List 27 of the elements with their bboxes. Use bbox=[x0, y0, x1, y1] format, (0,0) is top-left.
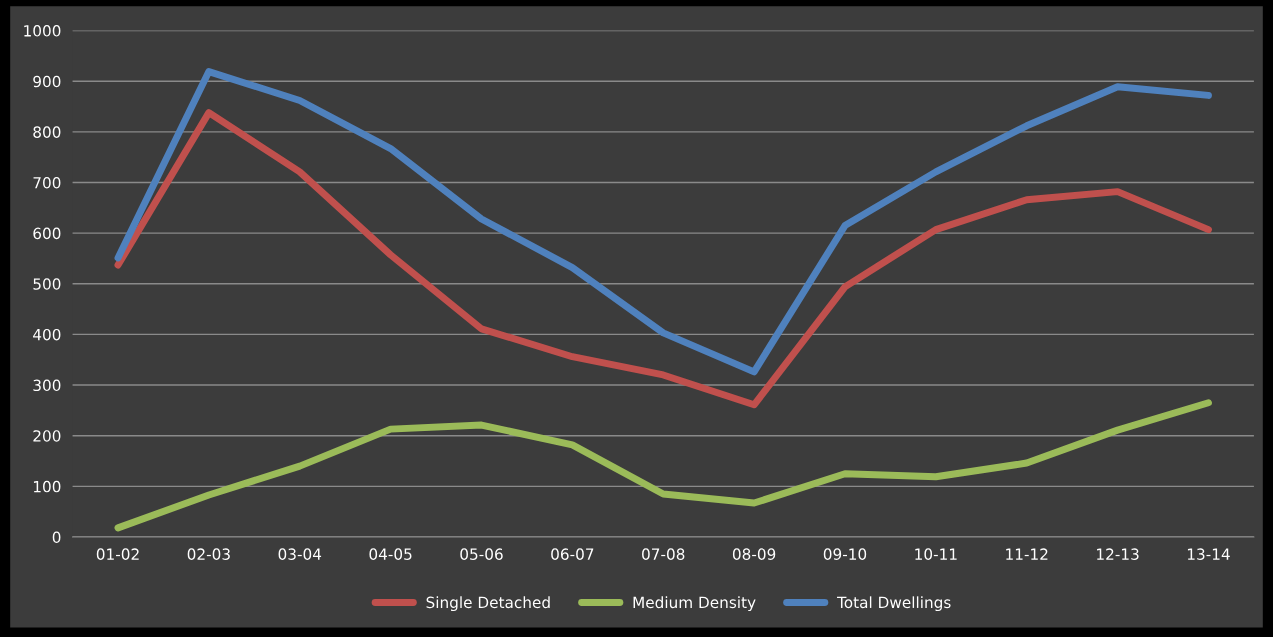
y-tick-label: 300 bbox=[33, 379, 61, 392]
y-tick-label: 200 bbox=[33, 430, 61, 442]
x-tick-label: 07-08 bbox=[642, 548, 685, 560]
x-tick-label: 05-06 bbox=[460, 548, 503, 560]
x-tick-label: 02-03 bbox=[187, 548, 230, 560]
x-tick-label: 03-04 bbox=[278, 548, 322, 560]
x-tick-label: 10-11 bbox=[915, 548, 957, 560]
y-tick-label: 700 bbox=[33, 176, 61, 189]
y-tick-label: 900 bbox=[33, 75, 61, 88]
x-tick-label: 08-09 bbox=[732, 548, 776, 560]
legend-label: Single Detached bbox=[426, 596, 550, 612]
x-tick-label: 13-14 bbox=[1187, 548, 1230, 560]
x-tick-label: 06-07 bbox=[551, 548, 594, 560]
y-tick-label: 800 bbox=[33, 126, 61, 138]
y-tick-label: 1000 bbox=[24, 25, 61, 37]
y-tick-label: 600 bbox=[33, 227, 61, 240]
x-tick-label: 11-12 bbox=[1006, 548, 1048, 560]
y-tick-label: 400 bbox=[33, 328, 61, 341]
x-tick-label: 01-02 bbox=[96, 548, 139, 560]
legend-label: Total Dwellings bbox=[837, 596, 951, 612]
y-tick-label: 0 bbox=[52, 531, 61, 544]
legend-label: Medium Density bbox=[633, 596, 756, 612]
y-tick-label: 100 bbox=[33, 480, 61, 493]
x-tick-label: 09-10 bbox=[823, 548, 867, 560]
x-tick-label: 12-13 bbox=[1097, 548, 1139, 560]
x-tick-label: 04-05 bbox=[369, 548, 412, 560]
y-tick-label: 500 bbox=[33, 278, 61, 290]
